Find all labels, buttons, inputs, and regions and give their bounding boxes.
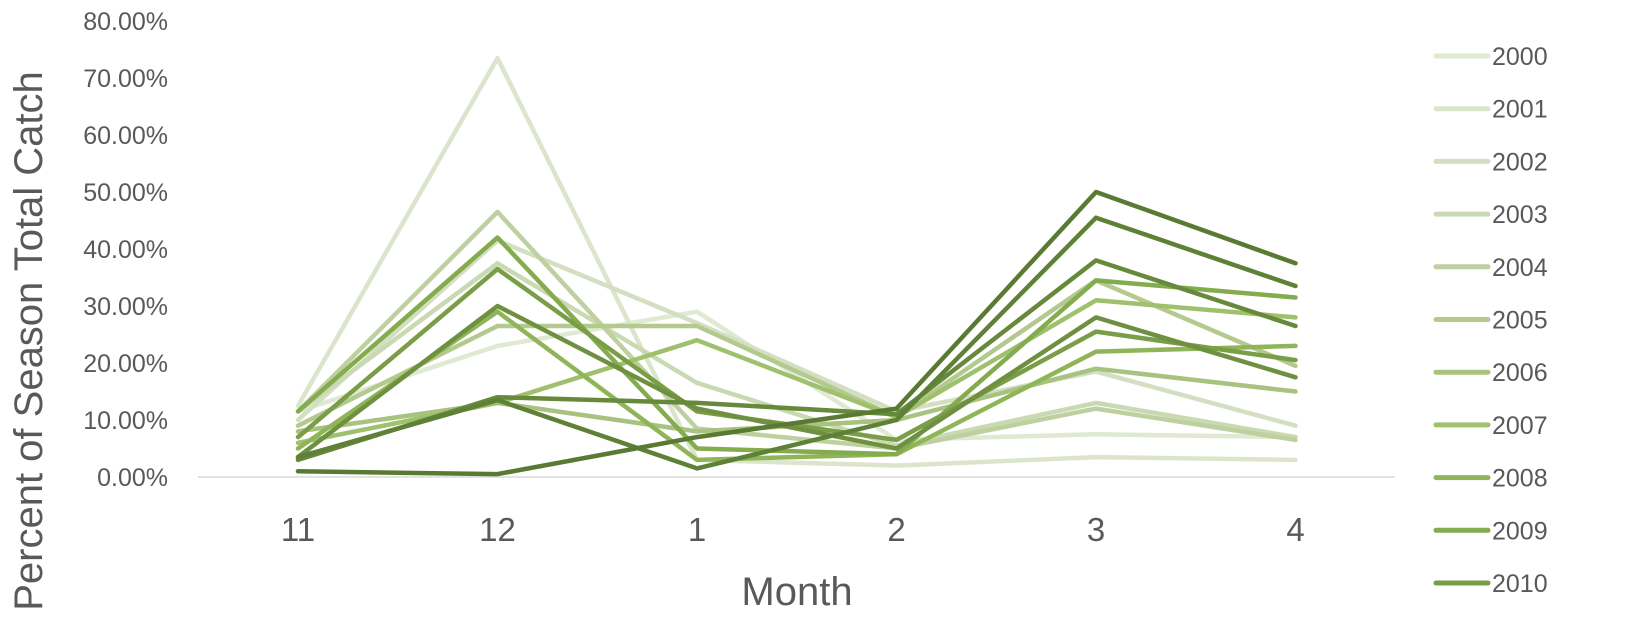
legend-item: 2007 — [1433, 412, 1548, 440]
legend-label: 2007 — [1492, 412, 1548, 440]
legend-label: 2003 — [1492, 201, 1548, 229]
x-tick-label: 2 — [887, 511, 905, 548]
legend-label: 2004 — [1492, 254, 1548, 282]
legend-label: 2008 — [1492, 465, 1548, 493]
y-tick-label: 30.00% — [83, 293, 168, 321]
legend-item: 2001 — [1433, 96, 1548, 124]
y-tick-label: 20.00% — [83, 350, 168, 378]
x-tick-label: 12 — [479, 511, 516, 548]
y-tick-label: 10.00% — [83, 407, 168, 435]
legend-label: 2005 — [1492, 307, 1548, 335]
series-line-2001 — [295, 55, 1298, 468]
y-axis-title: Percent of Season Total Catch — [7, 71, 51, 611]
series-line-2009 — [295, 235, 1298, 457]
legend-item: 2005 — [1433, 307, 1548, 335]
legend-item: 2003 — [1433, 201, 1548, 229]
y-tick-label: 80.00% — [83, 8, 168, 36]
series-line-13 — [295, 215, 1298, 471]
legend-item: 2010 — [1433, 570, 1548, 598]
x-tick-label: 4 — [1286, 511, 1304, 548]
legend-label: 2001 — [1492, 96, 1548, 124]
legend-item: 2009 — [1433, 517, 1548, 545]
legend-label: 2002 — [1492, 148, 1548, 176]
y-tick-label: 40.00% — [83, 236, 168, 264]
series-line-2005 — [295, 278, 1298, 428]
legend-item: 2000 — [1433, 43, 1548, 71]
y-tick-label: 70.00% — [83, 65, 168, 93]
y-tick-label: 0.00% — [97, 464, 168, 492]
x-axis-title: Month — [741, 570, 852, 614]
series-line-2003 — [295, 261, 1298, 448]
series-line-14 — [295, 189, 1298, 477]
legend-item: 2006 — [1433, 359, 1548, 387]
legend-item: 2004 — [1433, 254, 1548, 282]
series-line-11 — [295, 303, 1298, 460]
legend-item: 2008 — [1433, 465, 1548, 493]
y-tick-label: 60.00% — [83, 122, 168, 150]
series-line-2002 — [295, 238, 1298, 428]
series-line-2010 — [295, 266, 1298, 443]
legend-label: 2009 — [1492, 517, 1548, 545]
x-tick-label: 1 — [688, 511, 706, 548]
y-tick-label: 50.00% — [83, 179, 168, 207]
x-tick-label: 3 — [1087, 511, 1105, 548]
legend-label: 2000 — [1492, 43, 1548, 71]
series-line-2000 — [295, 309, 1298, 443]
series-line-2008 — [295, 309, 1298, 463]
legend-label: 2006 — [1492, 359, 1548, 387]
legend-label: 2010 — [1492, 570, 1548, 598]
x-tick-label: 11 — [281, 511, 315, 548]
legend-item: 2002 — [1433, 148, 1548, 176]
series-line-2004 — [295, 209, 1298, 451]
